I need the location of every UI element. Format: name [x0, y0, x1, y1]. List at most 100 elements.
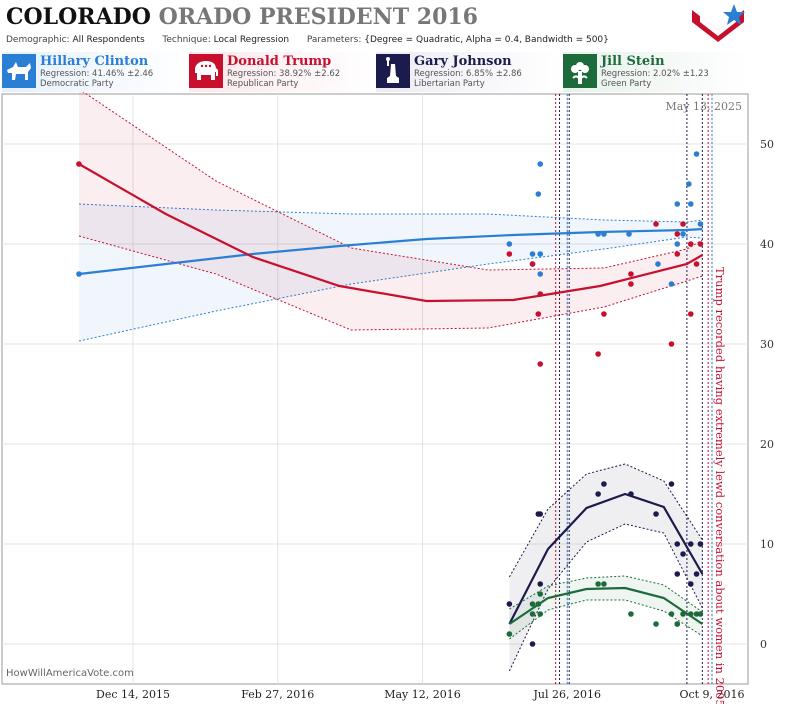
- y-tick-label: 10: [760, 538, 774, 551]
- donkey-icon: [2, 54, 36, 88]
- poll-point: [529, 251, 536, 257]
- poll-point: [697, 611, 704, 617]
- poll-point: [535, 311, 542, 317]
- y-tick-label: 40: [760, 238, 774, 251]
- poll-point: [697, 541, 704, 547]
- poll-point: [680, 611, 686, 617]
- poll-point: [693, 611, 700, 617]
- poll-point: [697, 221, 704, 227]
- candidate-regression: Regression: 38.92% ±2.62: [227, 69, 341, 79]
- poll-point: [668, 341, 675, 347]
- parameters-line: Demographic: All Respondents Technique: …: [6, 35, 609, 45]
- regression-line: [508, 492, 704, 625]
- poll-point: [601, 581, 607, 587]
- parameters-label: Parameters:: [306, 35, 362, 45]
- candidate-party: Green Party: [601, 79, 652, 89]
- candidate-legend: Hillary Clinton Regression: 41.46% ±2.46…: [0, 52, 789, 92]
- poll-point: [687, 541, 694, 547]
- poll-point: [693, 571, 700, 577]
- poll-point: [674, 571, 681, 577]
- poll-point: [529, 611, 536, 617]
- poll-point: [653, 221, 659, 227]
- page-title: COLORADO ORADO PRESIDENT 2016: [6, 4, 478, 30]
- candidate-name: Gary Johnson: [414, 54, 512, 69]
- event-annotation: Trump recorded having extremely lewd con…: [713, 267, 727, 704]
- regression-line: [508, 586, 704, 625]
- poll-point: [529, 261, 536, 267]
- poll-point: [687, 201, 694, 207]
- x-tick-label: May 12, 2016: [384, 688, 461, 701]
- poll-point: [537, 611, 544, 617]
- elephant-icon: [189, 54, 223, 88]
- poll-point: [535, 601, 542, 607]
- date-label: May 13, 2025: [665, 100, 742, 113]
- poll-point: [529, 601, 536, 607]
- technique-label: Technique:: [162, 35, 211, 45]
- poll-point: [537, 161, 544, 167]
- parameters-value: {Degree = Quadratic, Alpha = 0.4, Bandwi…: [364, 35, 609, 45]
- regression-line: [78, 227, 703, 276]
- poll-point: [674, 621, 681, 627]
- candidate-trump[interactable]: Donald Trump Regression: 38.92% ±2.62 Re…: [189, 52, 375, 92]
- poll-point: [674, 251, 681, 257]
- candidate-name: Hillary Clinton: [40, 54, 149, 69]
- title-state: COLORADO: [6, 4, 151, 30]
- regression-line: [78, 163, 703, 303]
- confidence-band: [509, 576, 703, 639]
- band-upper-line: [82, 92, 703, 271]
- candidate-regression: Regression: 2.02% ±1.23: [601, 69, 709, 79]
- poll-point: [628, 281, 634, 287]
- poll-point: [537, 271, 544, 277]
- poll-point: [674, 541, 681, 547]
- confidence-band: [79, 204, 703, 341]
- poll-point: [506, 601, 513, 607]
- poll-point: [655, 261, 661, 267]
- candidate-party: Republican Party: [227, 79, 299, 89]
- demographic-label: Demographic:: [6, 35, 70, 45]
- candidate-stein[interactable]: Jill Stein Regression: 2.02% ±1.23 Green…: [563, 52, 749, 92]
- poll-point: [674, 201, 681, 207]
- poll-point: [537, 591, 544, 597]
- technique-value: Local Regression: [213, 35, 290, 45]
- poll-point: [687, 611, 694, 617]
- poll-point: [595, 231, 601, 237]
- poll-point: [693, 261, 700, 267]
- poll-point: [628, 491, 634, 497]
- poll-point: [529, 641, 536, 647]
- y-tick-label: 30: [760, 338, 774, 351]
- poll-point: [595, 351, 601, 357]
- poll-point: [653, 621, 659, 627]
- title-rest: ORADO PRESIDENT 2016: [158, 4, 478, 30]
- band-upper-line: [508, 463, 703, 578]
- candidate-name: Jill Stein: [601, 54, 665, 69]
- x-tick-label: Feb 27, 2016: [241, 688, 314, 701]
- poll-point: [628, 611, 634, 617]
- poll-point: [595, 581, 601, 587]
- poll-point: [687, 581, 694, 587]
- poll-point: [668, 611, 675, 617]
- candidate-johnson[interactable]: Gary Johnson Regression: 6.85% ±2.86 Lib…: [376, 52, 562, 92]
- poll-point: [668, 481, 675, 487]
- poll-point: [693, 151, 700, 157]
- poll-point: [674, 231, 681, 237]
- candidate-clinton[interactable]: Hillary Clinton Regression: 41.46% ±2.46…: [2, 52, 188, 92]
- poll-point: [601, 231, 607, 237]
- band-lower-line: [78, 235, 703, 331]
- poll-point: [535, 191, 542, 197]
- confidence-band: [79, 92, 703, 330]
- band-lower-line: [78, 236, 703, 342]
- poll-point: [506, 631, 513, 637]
- x-tick-label: Oct 9, 2016: [679, 688, 744, 701]
- x-tick-label: Jul 26, 2016: [533, 688, 602, 701]
- candidate-regression: Regression: 6.85% ±2.86: [414, 69, 522, 79]
- x-tick-label: Dec 14, 2015: [96, 688, 170, 701]
- poll-point: [628, 271, 634, 277]
- poll-point: [687, 241, 694, 247]
- poll-point: [697, 241, 704, 247]
- y-tick-label: 0: [760, 638, 767, 651]
- poll-point: [601, 481, 607, 487]
- flower-icon: [563, 54, 597, 88]
- band-upper-line: [78, 203, 703, 223]
- poll-point: [626, 231, 632, 237]
- poll-point: [686, 181, 692, 187]
